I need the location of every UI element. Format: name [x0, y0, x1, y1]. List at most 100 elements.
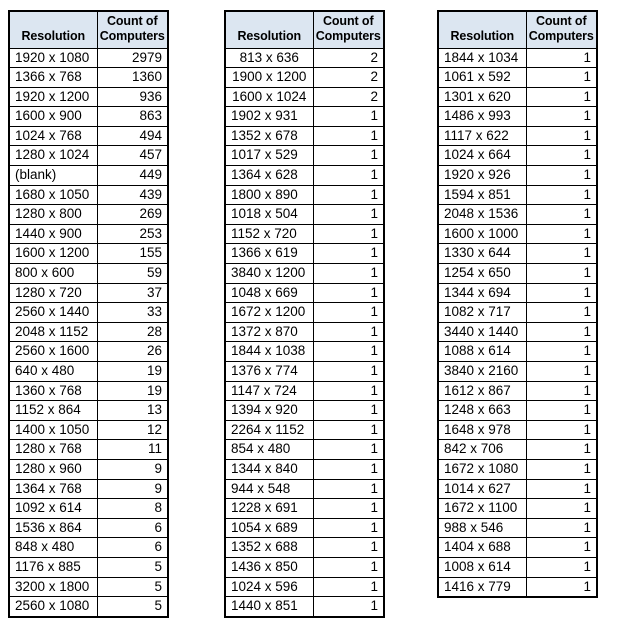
resolution-cell: 1344 x 694	[437, 282, 527, 304]
resolution-cell: 1364 x 768	[8, 478, 98, 500]
table-row: 3840 x 1200 1	[224, 263, 385, 284]
count-cell: 13	[96, 400, 169, 421]
count-cell: 1	[525, 361, 598, 382]
count-cell: 1	[312, 537, 385, 558]
count-cell: 33	[96, 302, 169, 323]
count-cell: 1	[312, 282, 385, 304]
table-row: 1600 x 1200 155	[8, 243, 169, 265]
table-row: 1360 x 768 19	[8, 380, 169, 402]
resolution-count-table-3: Resolution Count of Computers 1844 x 1034 1…	[437, 10, 598, 599]
table-row: (blank) 449	[8, 165, 169, 186]
table-row: 1176 x 885 5	[8, 556, 169, 578]
table-row: 1092 x 614 8	[8, 498, 169, 519]
table-row: 1024 x 768 494	[8, 125, 169, 147]
resolution-cell: 1344 x 840	[224, 458, 314, 480]
count-cell: 1	[525, 263, 598, 284]
resolution-cell: 1280 x 960	[8, 458, 98, 480]
count-cell: 1	[525, 204, 598, 225]
count-cell: 1	[312, 321, 385, 343]
table-row: 1280 x 800 269	[8, 204, 169, 225]
table-row: 2048 x 1536 1	[437, 204, 598, 225]
resolution-cell: 3840 x 2160	[437, 361, 527, 382]
count-cell: 1	[312, 302, 385, 323]
count-cell: 1	[312, 361, 385, 382]
count-cell: 449	[96, 165, 169, 186]
table-row: 1536 x 864 6	[8, 517, 169, 539]
resolution-cell: 1280 x 1024	[8, 145, 98, 167]
table-row: 1648 x 978 1	[437, 419, 598, 441]
table-row: 1280 x 720 37	[8, 282, 169, 304]
table-row: 3440 x 1440 1	[437, 321, 598, 343]
resolution-cell: 1152 x 720	[224, 223, 314, 245]
table-row: 800 x 600 59	[8, 263, 169, 284]
resolution-cell: 1844 x 1034	[437, 47, 527, 69]
table-row: 1024 x 664 1	[437, 145, 598, 167]
table-row: 1672 x 1200 1	[224, 302, 385, 323]
resolution-cell: 1280 x 800	[8, 204, 98, 225]
table-row: 2048 x 1152 28	[8, 321, 169, 343]
table-row: 1024 x 596 1	[224, 576, 385, 598]
resolution-cell: 1372 x 870	[224, 321, 314, 343]
count-cell: 1	[525, 67, 598, 88]
resolution-cell: 1440 x 900	[8, 223, 98, 245]
resolution-cell: 1117 x 622	[437, 125, 527, 147]
resolution-cell: 1400 x 1050	[8, 419, 98, 441]
table-row: 1440 x 851 1	[224, 596, 385, 618]
count-cell: 253	[96, 223, 169, 245]
table-row: 3200 x 1800 5	[8, 576, 169, 598]
count-cell: 1	[525, 47, 598, 69]
count-cell: 6	[96, 537, 169, 558]
count-cell: 2	[312, 47, 385, 69]
table-row: 1920 x 926 1	[437, 165, 598, 186]
count-cell: 1	[312, 106, 385, 127]
count-cell: 1	[312, 243, 385, 265]
resolution-cell: 848 x 480	[8, 537, 98, 558]
count-cell: 1	[312, 145, 385, 167]
table-row: 854 x 480 1	[224, 439, 385, 460]
table-row: 1147 x 724 1	[224, 380, 385, 402]
table-row: 1902 x 931 1	[224, 106, 385, 127]
table-row: 2264 x 1152 1	[224, 419, 385, 441]
resolution-cell: 2560 x 1080	[8, 596, 98, 618]
resolution-cell: 1920 x 926	[437, 165, 527, 186]
table-row: 848 x 480 6	[8, 537, 169, 558]
count-cell: 12	[96, 419, 169, 441]
table-row: 1612 x 867 1	[437, 380, 598, 402]
table-row: 1352 x 678 1	[224, 125, 385, 147]
table-row: 2560 x 1440 33	[8, 302, 169, 323]
resolution-cell: 1352 x 688	[224, 537, 314, 558]
resolution-cell: 1024 x 768	[8, 125, 98, 147]
table-row: 1844 x 1034 1	[437, 47, 598, 69]
table-row: 1008 x 614 1	[437, 556, 598, 578]
resolution-column-header: Resolution	[437, 10, 527, 49]
resolution-cell: 1600 x 1000	[437, 223, 527, 245]
resolution-cell: 3840 x 1200	[224, 263, 314, 284]
count-cell: 5	[96, 576, 169, 598]
resolution-cell: 1248 x 663	[437, 400, 527, 421]
resolution-column-header: Resolution	[224, 10, 314, 49]
count-cell: 59	[96, 263, 169, 284]
count-cell: 1	[312, 263, 385, 284]
resolution-cell: 1900 x 1200	[224, 67, 314, 88]
count-cell: 1	[312, 184, 385, 206]
resolution-cell: 1486 x 993	[437, 106, 527, 127]
resolution-cell: 3200 x 1800	[8, 576, 98, 598]
resolution-cell: 1176 x 885	[8, 556, 98, 578]
count-cell: 494	[96, 125, 169, 147]
count-cell: 9	[96, 478, 169, 500]
header-row: Resolution Count of Computers	[224, 10, 385, 49]
count-of-computers-column-header: Count of Computers	[525, 10, 598, 49]
table-row: 1048 x 669 1	[224, 282, 385, 304]
count-cell: 1	[312, 478, 385, 500]
count-cell: 2979	[96, 47, 169, 69]
count-cell: 863	[96, 106, 169, 127]
count-cell: 1	[312, 556, 385, 578]
resolution-cell: 1330 x 644	[437, 243, 527, 265]
resolution-cell: 1048 x 669	[224, 282, 314, 304]
header-row: Resolution Count of Computers	[437, 10, 598, 49]
table-row: 1372 x 870 1	[224, 321, 385, 343]
resolution-cell: 1844 x 1038	[224, 341, 314, 362]
table-row: 1400 x 1050 12	[8, 419, 169, 441]
table-row: 1352 x 688 1	[224, 537, 385, 558]
